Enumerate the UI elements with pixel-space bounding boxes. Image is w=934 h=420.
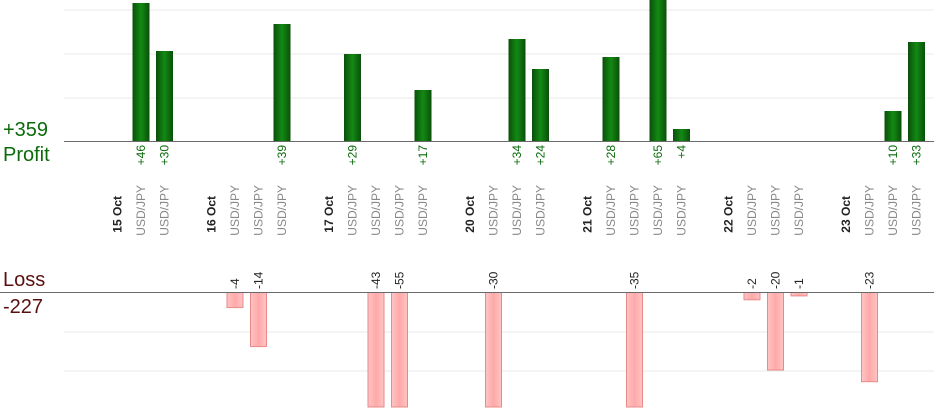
pair-label: USD/JPY xyxy=(769,185,783,236)
profit-value-label: +4 xyxy=(675,145,689,159)
profit-value-label: +24 xyxy=(534,145,548,166)
profit-bar xyxy=(532,69,549,141)
loss-bar xyxy=(626,292,643,408)
profit-value-label: +39 xyxy=(275,145,289,166)
profit-bar xyxy=(673,129,690,141)
pair-label: USD/JPY xyxy=(534,185,548,236)
pair-label: USD/JPY xyxy=(628,185,642,236)
pair-label: USD/JPY xyxy=(228,185,242,236)
pair-label: USD/JPY xyxy=(346,185,360,236)
profit-value-label: +29 xyxy=(346,145,360,166)
loss-value-label: -14 xyxy=(252,271,266,289)
profit-value-label: +17 xyxy=(416,145,430,166)
profit-label: Profit xyxy=(3,144,50,166)
profit-value-label: +10 xyxy=(886,145,900,166)
pair-label: USD/JPY xyxy=(745,185,759,236)
date-label: 22 Oct xyxy=(722,196,736,233)
profit-value-label: +33 xyxy=(910,145,924,166)
loss-bar xyxy=(250,292,267,348)
profit-bar xyxy=(344,54,361,141)
loss-value-label: -23 xyxy=(863,271,877,289)
profit-bar xyxy=(156,51,173,141)
date-label: 16 Oct xyxy=(205,196,219,233)
date-label: 20 Oct xyxy=(463,196,477,233)
pair-label: USD/JPY xyxy=(675,185,689,236)
pair-label: USD/JPY xyxy=(604,185,618,236)
loss-bar xyxy=(485,292,502,408)
profit-value-label: +28 xyxy=(604,145,618,166)
pair-label: USD/JPY xyxy=(134,185,148,236)
loss-value-label: -35 xyxy=(628,271,642,289)
profit-bar xyxy=(884,111,902,141)
loss-bar xyxy=(767,292,784,371)
pair-label: USD/JPY xyxy=(487,185,501,236)
loss-value-label: -20 xyxy=(769,271,783,289)
date-label: 15 Oct xyxy=(111,196,125,233)
profit-value-label: +65 xyxy=(651,145,665,166)
profit-value-label: +34 xyxy=(510,145,524,166)
date-label: 21 Oct xyxy=(581,196,595,233)
loss-bar xyxy=(790,292,808,297)
pair-label: USD/JPY xyxy=(651,185,665,236)
profit-bar xyxy=(602,57,620,141)
profit-bar xyxy=(132,3,150,141)
profit-bar xyxy=(273,24,291,141)
profit-total: +359 xyxy=(3,119,49,141)
profit-value-label: +46 xyxy=(134,145,148,166)
loss-bar xyxy=(391,292,408,408)
loss-label: Loss xyxy=(3,269,46,291)
profit-value-label: +30 xyxy=(158,145,172,166)
pair-label: USD/JPY xyxy=(158,185,172,236)
profit-bar xyxy=(508,39,526,141)
pair-label: USD/JPY xyxy=(910,185,924,236)
pair-label: USD/JPY xyxy=(369,185,383,236)
loss-value-label: -55 xyxy=(393,271,407,289)
loss-bar xyxy=(743,292,761,301)
loss-value-label: -43 xyxy=(369,271,383,289)
profit-bar xyxy=(649,0,667,141)
pair-label: USD/JPY xyxy=(863,185,877,236)
pair-label: USD/JPY xyxy=(252,185,266,236)
date-label: 23 Oct xyxy=(839,196,853,233)
loss-bar xyxy=(861,292,878,383)
pair-label: USD/JPY xyxy=(393,185,407,236)
pair-label: USD/JPY xyxy=(792,185,806,236)
loss-value-label: -1 xyxy=(792,278,806,289)
loss-value-label: -4 xyxy=(228,278,242,289)
loss-bar xyxy=(226,292,244,309)
loss-bar xyxy=(367,292,385,408)
pair-label: USD/JPY xyxy=(886,185,900,236)
date-label: 17 Oct xyxy=(322,196,336,233)
loss-value-label: -2 xyxy=(745,278,759,289)
pair-label: USD/JPY xyxy=(510,185,524,236)
loss-value-label: -30 xyxy=(487,271,501,289)
pair-label: USD/JPY xyxy=(416,185,430,236)
loss-total: -227 xyxy=(3,296,44,318)
pair-label: USD/JPY xyxy=(275,185,289,236)
profit-bar xyxy=(414,90,432,141)
profit-bar xyxy=(908,42,925,141)
